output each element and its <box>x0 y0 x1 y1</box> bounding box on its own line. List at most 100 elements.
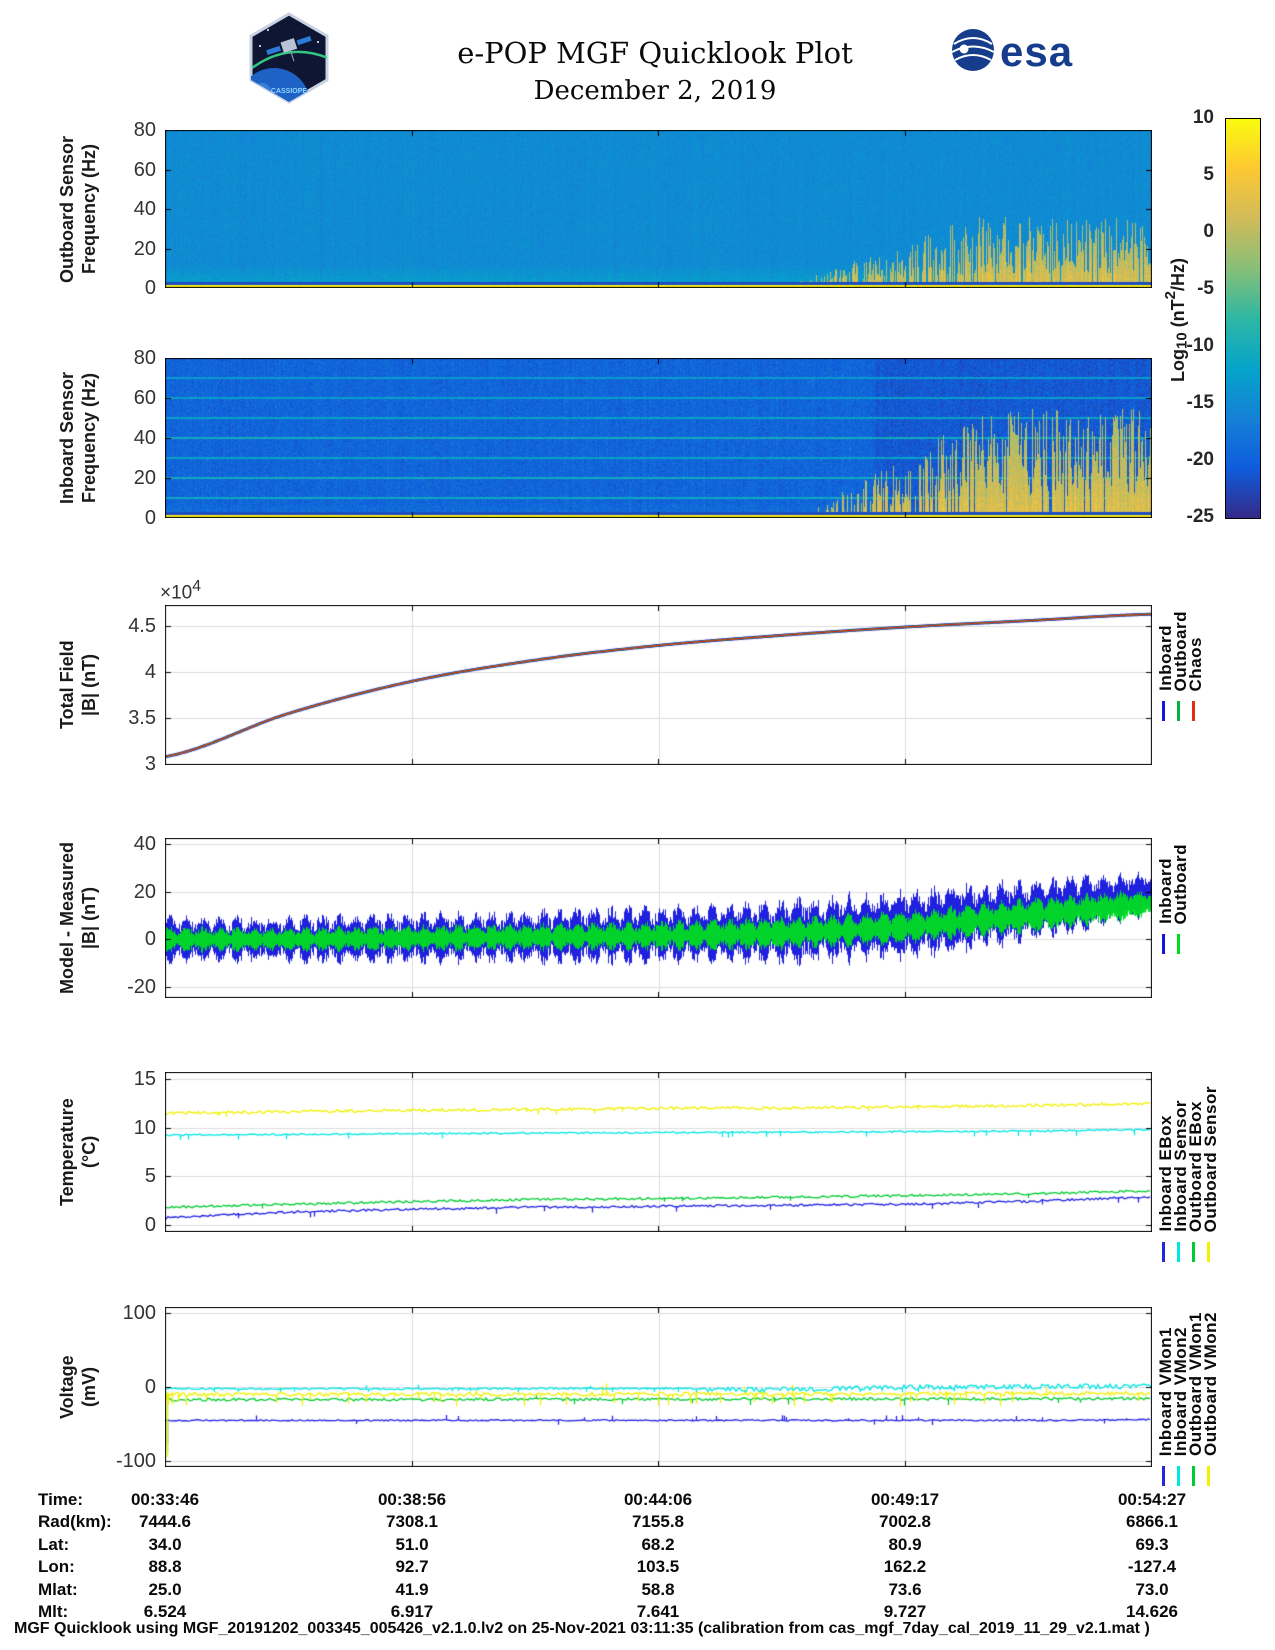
plot-canvas-voltage <box>165 1307 1152 1467</box>
y-tick-label-temperature: 5 <box>144 1165 156 1188</box>
legend-line-swatch <box>1162 701 1165 721</box>
table-cell: 00:33:46 <box>130 1490 200 1509</box>
y-tick-label-inboard-spectrogram: 20 <box>133 467 156 489</box>
legend-line-swatch <box>1177 701 1180 721</box>
esa-wordmark: esa <box>1000 28 1073 75</box>
table-cell: 9.727 <box>883 1602 927 1621</box>
plot-canvas-total-field <box>165 605 1152 765</box>
y-tick-label-outboard-spectrogram: 0 <box>144 277 156 299</box>
table-cell: 34.0 <box>148 1535 182 1554</box>
y-tick-label-total-field: 3 <box>144 753 156 776</box>
table-row-label: Mlt: <box>38 1602 69 1621</box>
table-cell: 103.5 <box>636 1557 680 1576</box>
y-tick-label-temperature: 0 <box>144 1213 156 1236</box>
y-tick-label-voltage: 0 <box>144 1376 156 1398</box>
y-tick-label-temperature: 15 <box>133 1068 156 1091</box>
y-axis-label-line: Total Field <box>57 640 77 730</box>
y-tick-label-outboard-spectrogram: 60 <box>133 158 156 181</box>
y-tick-label-inboard-spectrogram: 60 <box>133 387 156 409</box>
y-axis-label-model-minus-measured: Model - Measured |B| (nT) <box>56 838 100 998</box>
y-tick-label-model-minus-measured: 20 <box>133 880 156 903</box>
table-cell: 6866.1 <box>1126 1512 1178 1531</box>
footer-provenance-text: MGF Quicklook using MGF_20191202_003345_… <box>14 1620 1150 1637</box>
colorbar-tick-label: -25 <box>1186 506 1214 527</box>
plot-canvas-inboard-spectrogram <box>165 358 1152 518</box>
y-axis-label-line: Outboard Sensor <box>57 135 77 283</box>
table-cell: 25.0 <box>148 1580 182 1599</box>
legend-line-swatch <box>1207 1466 1210 1486</box>
table-cell: 7.641 <box>636 1602 680 1621</box>
colorbar-tick-label: -20 <box>1186 449 1214 470</box>
y-axis-scale-label: ×104 <box>160 578 201 604</box>
y-tick-label-total-field: 3.5 <box>128 707 156 730</box>
table-cell: 80.9 <box>888 1535 922 1554</box>
plot-canvas-outboard-spectrogram <box>165 130 1152 288</box>
legend-line-swatch <box>1192 1466 1195 1486</box>
legend-line-swatch <box>1162 1466 1165 1486</box>
y-tick-label-voltage: 100 <box>122 1301 156 1324</box>
table-row-label: Mlat: <box>38 1580 78 1599</box>
table-cell: 7002.8 <box>879 1512 931 1531</box>
table-cell: 73.6 <box>888 1580 922 1599</box>
y-tick-label-total-field: 4 <box>144 661 156 684</box>
plot-date: December 2, 2019 <box>533 76 777 106</box>
y-axis-label-temperature: Temperature (°C) <box>56 1072 100 1232</box>
page-title: e-POP MGF Quicklook Plot <box>457 36 853 70</box>
colorbar-tick-label: -15 <box>1186 392 1214 413</box>
legend-line-swatch <box>1162 934 1165 954</box>
legend-label-temperature: Outboard Sensor <box>1201 1085 1220 1232</box>
colorbar-tick-label: -5 <box>1197 278 1214 299</box>
legend-line-swatch <box>1177 1242 1180 1262</box>
y-tick-label-model-minus-measured: -20 <box>127 976 156 999</box>
table-cell: 58.8 <box>641 1580 675 1599</box>
badge-mission-name: CASSIOPE <box>271 88 308 95</box>
table-cell: 00:49:17 <box>870 1490 940 1509</box>
table-cell: 41.9 <box>395 1580 429 1599</box>
legend-line-swatch <box>1207 1242 1210 1262</box>
colorbar-tick-label: -10 <box>1186 335 1214 356</box>
cassiope-mission-badge: CASSIOPE <box>249 12 329 104</box>
legend-label-model-minus-measured: Outboard <box>1171 843 1190 925</box>
legend-line-swatch <box>1177 934 1180 954</box>
y-tick-label-model-minus-measured: 40 <box>133 832 156 855</box>
table-cell: 68.2 <box>641 1535 675 1554</box>
colorbar <box>1225 118 1261 519</box>
table-cell: 92.7 <box>395 1557 429 1576</box>
table-cell: 162.2 <box>883 1557 927 1576</box>
table-row-label: Lat: <box>38 1535 70 1554</box>
y-tick-label-outboard-spectrogram: 40 <box>133 198 156 220</box>
table-row-label: Rad(km): <box>38 1512 112 1531</box>
colorbar-label: Log10 (nT2/Hz) <box>1162 257 1191 383</box>
legend-line-swatch <box>1192 1242 1195 1262</box>
table-cell: 14.626 <box>1126 1602 1178 1621</box>
y-axis-label-line: Voltage <box>57 1355 77 1419</box>
plot-canvas-model-minus-measured <box>165 838 1152 998</box>
table-cell: 73.0 <box>1135 1580 1169 1599</box>
colorbar-tick-label: 0 <box>1203 221 1214 242</box>
badge-aurora-arc <box>251 50 327 70</box>
scale-exponent: 4 <box>192 578 202 595</box>
table-cell: 6.524 <box>143 1602 187 1621</box>
table-row-label: Lon: <box>38 1557 75 1576</box>
y-tick-label-voltage: -100 <box>115 1450 156 1473</box>
y-tick-label-outboard-spectrogram: 20 <box>133 237 156 260</box>
scale-prefix: ×10 <box>160 582 193 604</box>
table-cell: 6.917 <box>390 1602 434 1621</box>
legend-line-swatch <box>1177 1466 1180 1486</box>
legend-line-swatch <box>1162 1242 1165 1262</box>
y-tick-label-model-minus-measured: 0 <box>144 928 156 951</box>
table-cell: -127.4 <box>1127 1557 1177 1576</box>
y-axis-label-line: Temperature <box>57 1098 77 1206</box>
badge-satellite <box>266 36 312 62</box>
table-cell: 88.8 <box>148 1557 182 1576</box>
y-tick-label-temperature: 10 <box>133 1116 156 1139</box>
y-axis-label-line: Model - Measured <box>57 841 77 995</box>
y-tick-label-outboard-spectrogram: 80 <box>133 119 156 141</box>
colorbar-tick-label: 10 <box>1192 107 1214 128</box>
table-cell: 7444.6 <box>139 1512 191 1531</box>
colorbar-tick-label: 5 <box>1203 164 1214 185</box>
table-cell: 00:44:06 <box>623 1490 693 1509</box>
y-axis-label-line: Inboard Sensor <box>57 371 77 505</box>
table-cell: 51.0 <box>395 1535 429 1554</box>
